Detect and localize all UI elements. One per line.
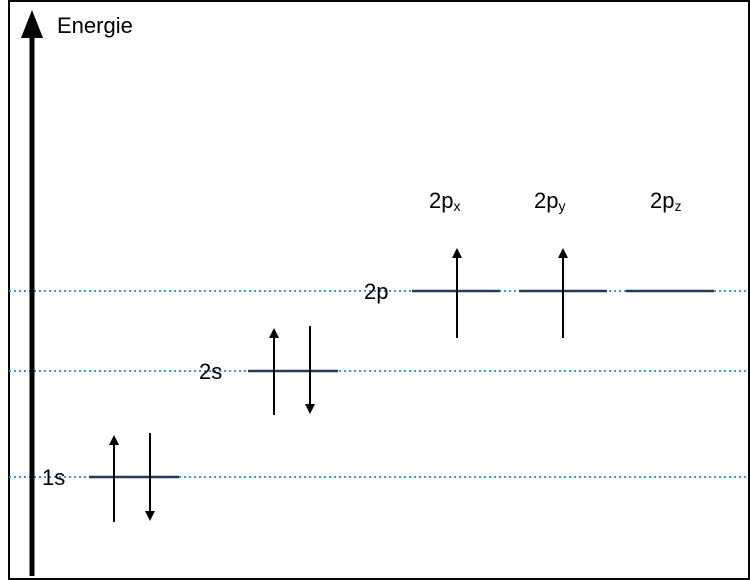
level-label-2p: 2p <box>364 279 388 304</box>
orbital-label-2px: 2px <box>429 188 460 214</box>
orbital-label-2pz: 2pz <box>650 188 681 214</box>
energy-axis-label: Energie <box>57 13 133 38</box>
energy-axis-arrowhead <box>21 10 43 38</box>
level-label-2s: 2s <box>199 359 222 384</box>
orbital-label-2py: 2py <box>534 188 565 214</box>
level-label-1s: 1s <box>42 465 65 490</box>
